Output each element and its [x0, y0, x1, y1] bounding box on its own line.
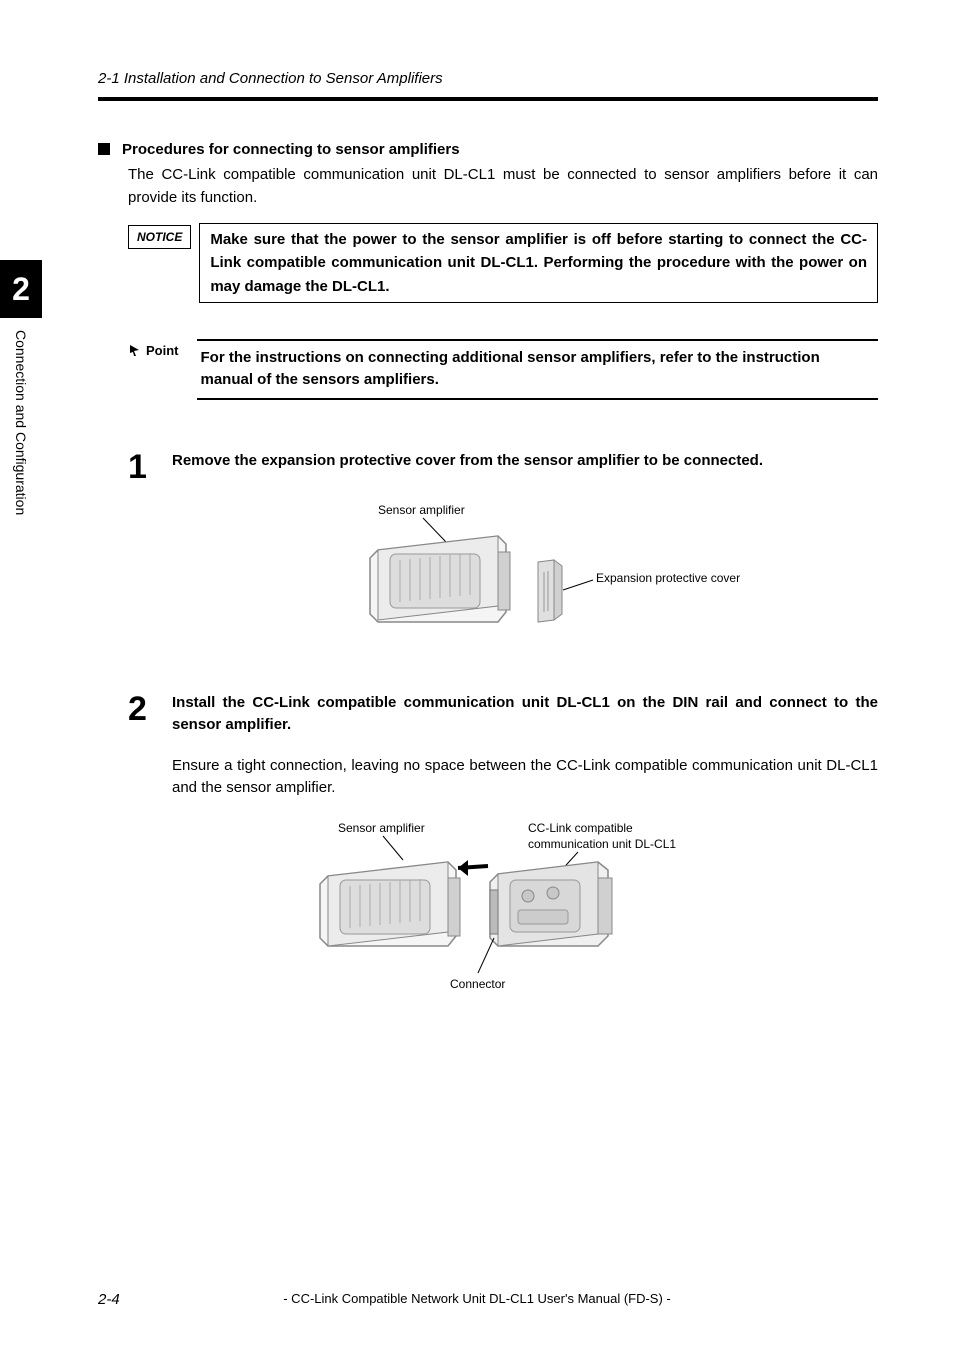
notice-callout: NOTICE Make sure that the power to the s… — [128, 223, 878, 303]
point-arrow-icon — [128, 343, 142, 357]
page-content: 2-1 Installation and Connection to Senso… — [98, 70, 878, 1048]
fig2-label-connector: Connector — [450, 977, 505, 991]
subsection-title: Procedures for connecting to sensor ampl… — [122, 141, 460, 158]
point-marker: Point — [128, 339, 179, 358]
arrow-icon — [458, 860, 488, 876]
step-paragraph: Ensure a tight connection, leaving no sp… — [172, 755, 878, 800]
notice-badge: NOTICE — [128, 225, 191, 249]
fig2-label-ccunit-l2: communication unit DL-CL1 — [528, 837, 676, 851]
fig1-label-cover: Expansion protective cover — [596, 571, 740, 585]
sensor-amplifier-drawing — [370, 536, 510, 622]
sensor-amplifier-drawing — [320, 862, 460, 946]
page-footer: 2-4 - CC-Link Compatible Network Unit DL… — [0, 1291, 954, 1306]
step-1: 1 Remove the expansion protective cover … — [128, 450, 878, 484]
footer-manual-title: - CC-Link Compatible Network Unit DL-CL1… — [0, 1291, 954, 1306]
fig2-label-sensor: Sensor amplifier — [338, 821, 425, 835]
figure-step-2: Sensor amplifier CC-Link compatible comm… — [198, 818, 878, 1008]
footer-page-number: 2-4 — [98, 1291, 120, 1308]
step-number: 1 — [128, 450, 172, 484]
fig2-label-ccunit-l1: CC-Link compatible — [528, 821, 633, 835]
section-ref: 2-1 — [98, 70, 120, 87]
chapter-side-tab: 2 Connection and Configuration — [0, 260, 42, 515]
point-callout: Point For the instructions on connecting… — [128, 339, 878, 400]
cclink-unit-drawing — [490, 862, 612, 946]
point-text: For the instructions on connecting addit… — [197, 339, 879, 400]
step-2: 2 Install the CC-Link compatible communi… — [128, 692, 878, 800]
step-title: Remove the expansion protective cover fr… — [172, 450, 878, 473]
section-header: 2-1 Installation and Connection to Senso… — [98, 70, 878, 87]
intro-paragraph: The CC-Link compatible communication uni… — [128, 164, 878, 209]
section-title: Installation and Connection to Sensor Am… — [124, 70, 443, 87]
subsection-heading: Procedures for connecting to sensor ampl… — [98, 141, 878, 158]
expansion-cover-drawing — [538, 560, 562, 622]
point-label: Point — [146, 343, 179, 358]
figure-step-1: Sensor amplifier — [198, 502, 878, 652]
chapter-number-badge: 2 — [0, 260, 42, 318]
fig1-label-sensor: Sensor amplifier — [378, 503, 465, 517]
step-number: 2 — [128, 692, 172, 726]
chapter-label-vertical: Connection and Configuration — [13, 330, 29, 515]
step-title: Install the CC-Link compatible communica… — [172, 692, 878, 737]
square-bullet-icon — [98, 143, 110, 155]
header-rule — [98, 97, 878, 101]
notice-text: Make sure that the power to the sensor a… — [199, 223, 878, 303]
